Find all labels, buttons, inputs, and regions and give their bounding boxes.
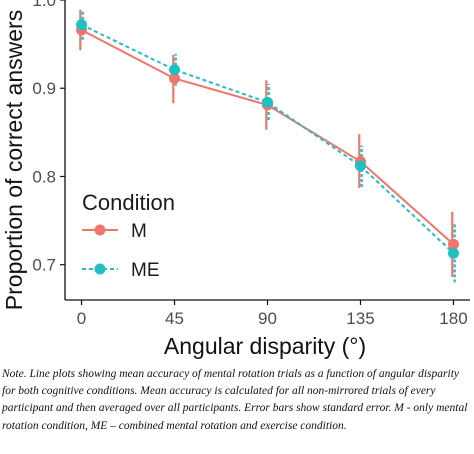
data-point-me (76, 19, 88, 31)
data-point-me (447, 247, 459, 259)
legend: Condition M ME (82, 190, 175, 281)
legend-label: ME (131, 260, 160, 281)
y-tick-label: 0.8 (32, 167, 56, 186)
data-point-me (169, 64, 181, 76)
data-point-m (169, 73, 181, 85)
x-tick-label: 135 (346, 309, 374, 328)
chart-series-lines (81, 23, 455, 254)
legend-key-point (94, 263, 106, 275)
chart-axes (64, 0, 470, 301)
y-tick-label: 1.0 (32, 0, 56, 10)
x-tick-label: 90 (258, 309, 277, 328)
y-tick-label: 0.9 (32, 79, 56, 98)
figure-note: Note. Line plots showing mean accuracy o… (2, 368, 468, 432)
data-point-m (447, 238, 459, 250)
x-tick-label: 0 (77, 309, 86, 328)
legend-label: M (131, 221, 147, 242)
y-tick-label: 0.7 (32, 256, 56, 275)
x-tick-label: 180 (439, 309, 467, 328)
data-point-me (262, 96, 273, 108)
x-tick-label: 45 (165, 309, 184, 328)
chart-points (76, 19, 459, 259)
chart-ticks: 0.7 0.8 0.9 1.0 0 45 90 135 180 (32, 0, 468, 328)
x-axis-label: Angular disparity (°) (164, 333, 366, 359)
data-point-me (354, 160, 366, 172)
legend-title: Condition (82, 190, 175, 215)
y-axis-label: Proportion of correct answers (1, 10, 27, 310)
series-line-me (81, 23, 455, 254)
legend-key-point (94, 224, 106, 236)
